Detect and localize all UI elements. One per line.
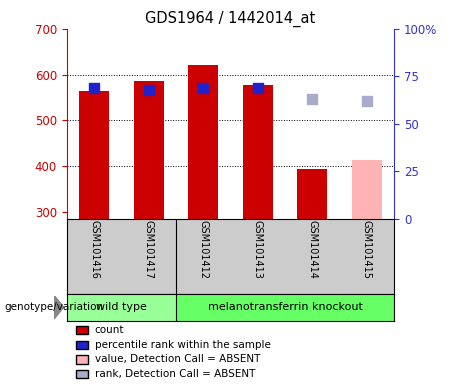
Title: GDS1964 / 1442014_at: GDS1964 / 1442014_at bbox=[145, 11, 316, 27]
Text: GSM101417: GSM101417 bbox=[144, 220, 154, 280]
Bar bbox=[67, 294, 176, 321]
Text: wild type: wild type bbox=[96, 302, 147, 312]
Text: rank, Detection Call = ABSENT: rank, Detection Call = ABSENT bbox=[95, 369, 255, 379]
Text: count: count bbox=[95, 325, 124, 335]
Text: GSM101412: GSM101412 bbox=[198, 220, 208, 280]
Polygon shape bbox=[54, 296, 64, 319]
Point bbox=[254, 84, 261, 91]
Text: melanotransferrin knockout: melanotransferrin knockout bbox=[207, 302, 362, 312]
Bar bbox=[176, 294, 394, 321]
Text: GSM101416: GSM101416 bbox=[89, 220, 99, 279]
Bar bbox=[297, 169, 327, 219]
Point bbox=[308, 96, 316, 102]
Text: GSM101414: GSM101414 bbox=[307, 220, 317, 279]
Point bbox=[145, 86, 152, 93]
Text: GSM101415: GSM101415 bbox=[362, 220, 372, 280]
Text: GSM101413: GSM101413 bbox=[253, 220, 263, 279]
Point bbox=[200, 84, 207, 91]
Bar bbox=[188, 65, 218, 219]
Bar bbox=[352, 160, 382, 219]
Bar bbox=[134, 81, 164, 219]
Text: percentile rank within the sample: percentile rank within the sample bbox=[95, 340, 271, 350]
Bar bbox=[79, 91, 109, 219]
Text: genotype/variation: genotype/variation bbox=[5, 302, 104, 312]
Point bbox=[363, 98, 371, 104]
Text: value, Detection Call = ABSENT: value, Detection Call = ABSENT bbox=[95, 354, 260, 364]
Bar bbox=[243, 85, 273, 219]
Point bbox=[90, 84, 98, 91]
